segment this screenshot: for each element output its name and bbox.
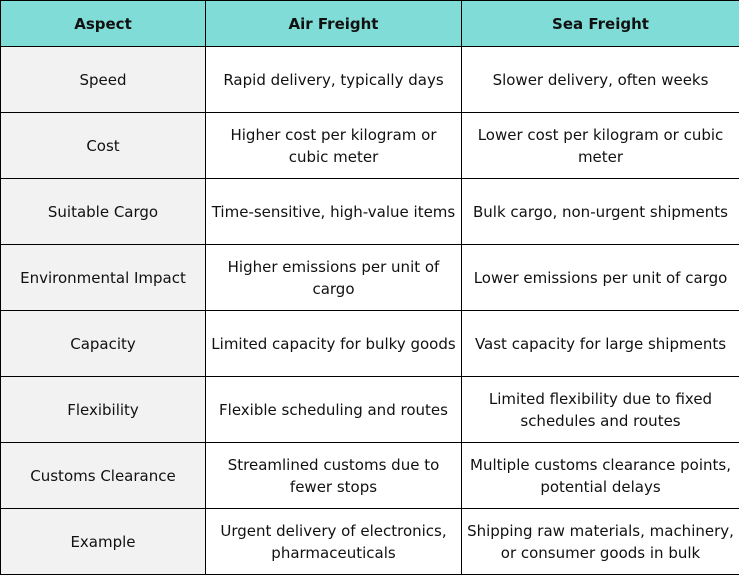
table-row: Environmental Impact Higher emissions pe… — [0, 244, 739, 311]
table-row: Suitable Cargo Time-sensitive, high-valu… — [0, 178, 739, 245]
sea-freight-cell: Bulk cargo, non-urgent shipments — [461, 178, 739, 245]
table-row: Flexibility Flexible scheduling and rout… — [0, 376, 739, 443]
header-row: Aspect Air Freight Sea Freight — [0, 0, 739, 47]
aspect-cell: Customs Clearance — [0, 442, 206, 509]
sea-freight-cell: Slower delivery, often weeks — [461, 46, 739, 113]
sea-freight-cell: Shipping raw materials, machinery, or co… — [461, 508, 739, 575]
air-freight-cell: Limited capacity for bulky goods — [205, 310, 462, 377]
table-body: Speed Rapid delivery, typically days Slo… — [0, 46, 739, 575]
sea-freight-cell: Lower cost per kilogram or cubic meter — [461, 112, 739, 179]
table-row: Customs Clearance Streamlined customs du… — [0, 442, 739, 509]
aspect-cell: Environmental Impact — [0, 244, 206, 311]
table-row: Example Urgent delivery of electronics, … — [0, 508, 739, 575]
sea-freight-cell: Multiple customs clearance points, poten… — [461, 442, 739, 509]
header-cell-aspect: Aspect — [0, 0, 206, 47]
air-freight-cell: Higher cost per kilogram or cubic meter — [205, 112, 462, 179]
sea-freight-cell: Lower emissions per unit of cargo — [461, 244, 739, 311]
air-freight-cell: Time-sensitive, high-value items — [205, 178, 462, 245]
sea-freight-cell: Limited flexibility due to fixed schedul… — [461, 376, 739, 443]
sea-freight-cell: Vast capacity for large shipments — [461, 310, 739, 377]
aspect-cell: Example — [0, 508, 206, 575]
air-freight-cell: Streamlined customs due to fewer stops — [205, 442, 462, 509]
aspect-cell: Flexibility — [0, 376, 206, 443]
header-cell-sea-freight: Sea Freight — [461, 0, 739, 47]
table-header: Aspect Air Freight Sea Freight — [0, 0, 739, 47]
table-row: Cost Higher cost per kilogram or cubic m… — [0, 112, 739, 179]
aspect-cell: Speed — [0, 46, 206, 113]
air-freight-cell: Higher emissions per unit of cargo — [205, 244, 462, 311]
air-freight-cell: Urgent delivery of electronics, pharmace… — [205, 508, 462, 575]
table-row: Speed Rapid delivery, typically days Slo… — [0, 46, 739, 113]
air-freight-cell: Rapid delivery, typically days — [205, 46, 462, 113]
aspect-cell: Capacity — [0, 310, 206, 377]
aspect-cell: Cost — [0, 112, 206, 179]
aspect-cell: Suitable Cargo — [0, 178, 206, 245]
table-row: Capacity Limited capacity for bulky good… — [0, 310, 739, 377]
header-cell-air-freight: Air Freight — [205, 0, 462, 47]
air-freight-cell: Flexible scheduling and routes — [205, 376, 462, 443]
